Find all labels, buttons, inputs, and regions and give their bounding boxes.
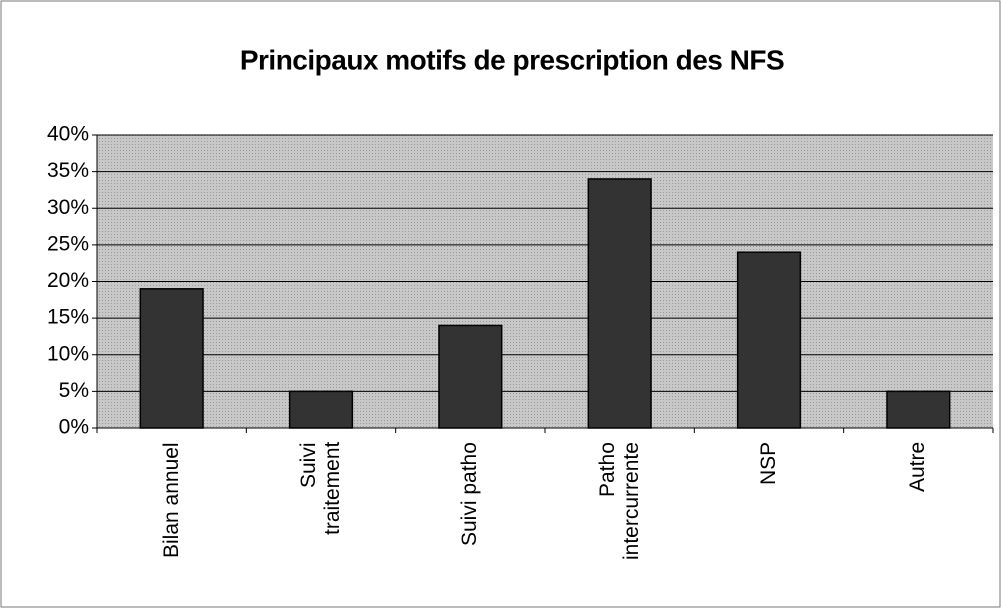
y-tick-label: 20% [47, 269, 89, 292]
y-tick-label: 40% [47, 123, 89, 146]
y-tick-label: 5% [59, 379, 89, 402]
bar [886, 390, 951, 429]
y-tick-label: 0% [59, 416, 89, 439]
y-tick-label: 10% [47, 342, 89, 365]
y-tick-label: 35% [47, 159, 89, 182]
chart-title: Principaux motifs de prescription des NF… [240, 44, 784, 75]
bar [139, 288, 204, 429]
bar [736, 251, 802, 429]
x-tick-label: NSP [757, 442, 780, 486]
y-tick-label: 30% [47, 196, 89, 219]
y-tick-label: 25% [47, 232, 89, 255]
y-tick-label: 15% [47, 306, 89, 329]
bar [587, 178, 652, 429]
x-tick-label: Autre [906, 442, 930, 493]
x-tick-label: Patho intercurrente [595, 442, 643, 560]
bar [438, 324, 503, 429]
bar [288, 390, 354, 429]
x-tick-label: Suivi patho [458, 442, 482, 546]
x-tick-label: Suivi traitement [297, 442, 344, 536]
x-tick-label: Bilan annuel [159, 442, 183, 558]
